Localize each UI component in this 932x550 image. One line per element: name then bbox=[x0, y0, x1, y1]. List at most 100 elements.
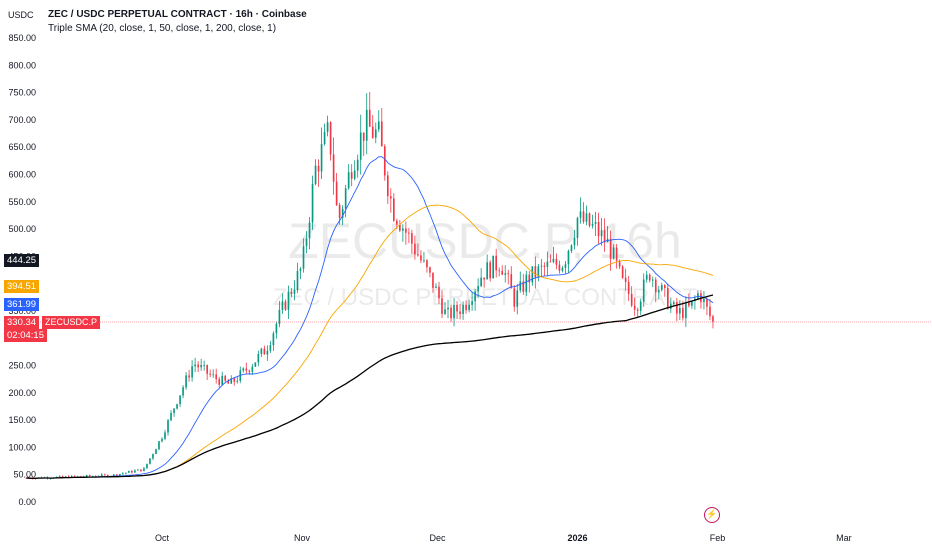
candle-body bbox=[152, 454, 154, 459]
candle-body bbox=[365, 109, 368, 141]
indicator-legend[interactable]: Triple SMA (20, close, 1, 50, close, 1, … bbox=[48, 23, 277, 34]
candle-body bbox=[206, 364, 208, 374]
candle-body bbox=[320, 144, 323, 172]
candle-body bbox=[170, 412, 172, 421]
candle-body bbox=[600, 230, 603, 237]
candle-body bbox=[414, 243, 416, 255]
candle-body bbox=[341, 208, 344, 218]
candle-body bbox=[402, 228, 404, 231]
candle-body bbox=[209, 373, 211, 375]
candle-body bbox=[426, 260, 428, 268]
candle-body bbox=[630, 293, 633, 306]
candle-body bbox=[657, 290, 660, 293]
y-tick-label: 50.00 bbox=[13, 470, 36, 480]
y-tick-label: 600.00 bbox=[8, 169, 36, 179]
candle-body bbox=[344, 188, 347, 209]
candle-body bbox=[423, 260, 425, 262]
candle-body bbox=[534, 266, 537, 278]
candle-body bbox=[359, 132, 362, 160]
candle-body bbox=[356, 159, 359, 171]
candle-body bbox=[522, 281, 525, 292]
candle-body bbox=[76, 476, 79, 477]
candle-body bbox=[435, 286, 437, 288]
candle-body bbox=[477, 286, 479, 292]
candle-body bbox=[396, 220, 398, 225]
candle-body bbox=[468, 304, 470, 311]
last-price-tag: 330.34 bbox=[4, 316, 40, 329]
candle-body bbox=[374, 129, 377, 138]
candle-body bbox=[137, 469, 139, 471]
candle-body bbox=[408, 232, 410, 234]
candle-body bbox=[332, 154, 335, 182]
y-tick-label: 800.00 bbox=[8, 60, 36, 70]
candle-body bbox=[609, 238, 612, 259]
candle-body bbox=[311, 184, 314, 223]
candle-body bbox=[685, 302, 687, 319]
candle-body bbox=[561, 267, 564, 271]
candle-body bbox=[564, 264, 567, 268]
candle-body bbox=[329, 122, 332, 155]
candle-body bbox=[179, 395, 181, 405]
candle-body bbox=[676, 302, 678, 314]
candle-body bbox=[368, 109, 371, 127]
candle-body bbox=[636, 309, 639, 311]
x-tick-label: Mar bbox=[836, 533, 852, 543]
candle-body bbox=[447, 307, 449, 310]
bar-countdown: 02:04:15 bbox=[4, 329, 47, 342]
candle-body bbox=[218, 379, 221, 385]
x-tick-label: 2026 bbox=[567, 533, 587, 543]
candle-body bbox=[492, 255, 495, 279]
candle-body bbox=[453, 304, 455, 319]
candle-body bbox=[429, 267, 431, 273]
candle-body bbox=[281, 301, 284, 310]
candle-body bbox=[106, 474, 109, 477]
candle-body bbox=[161, 438, 163, 442]
candle-body bbox=[691, 300, 693, 306]
candle-body bbox=[594, 221, 597, 224]
y-tick-label: 650.00 bbox=[8, 142, 36, 152]
candle-body bbox=[236, 380, 239, 382]
candle-body bbox=[411, 233, 413, 244]
x-tick-label: Oct bbox=[155, 533, 170, 543]
candle-body bbox=[459, 311, 461, 314]
candle-body bbox=[432, 272, 434, 288]
time-axis[interactable]: Oct Nov Dec 2026 Feb Mar bbox=[155, 533, 852, 543]
candle-body bbox=[543, 265, 546, 267]
candle-body bbox=[486, 262, 488, 280]
sma20-price-tag: 361.99 bbox=[4, 298, 40, 311]
candle-body bbox=[576, 217, 579, 238]
flash-icon[interactable]: ⚡ bbox=[704, 507, 720, 523]
candle-body bbox=[709, 306, 711, 317]
candle-body bbox=[405, 228, 407, 233]
candle-body bbox=[338, 205, 341, 218]
candle-body bbox=[450, 307, 452, 319]
y-tick-label: 200.00 bbox=[8, 388, 36, 398]
candle-body bbox=[570, 245, 573, 251]
candle-body bbox=[119, 473, 121, 476]
candle-body bbox=[588, 213, 591, 226]
candle-body bbox=[125, 472, 127, 474]
candle-body bbox=[260, 348, 263, 354]
candle-body bbox=[143, 468, 145, 472]
candle-body bbox=[128, 471, 130, 473]
candle-body bbox=[113, 474, 115, 476]
chart-title[interactable]: ZEC / USDC PERPETUAL CONTRACT · 16h · Co… bbox=[48, 9, 307, 20]
candle-body bbox=[122, 473, 124, 475]
candle-body bbox=[140, 469, 142, 472]
x-tick-label: Feb bbox=[710, 533, 726, 543]
candle-body bbox=[567, 250, 570, 265]
candle-body bbox=[549, 261, 552, 263]
candle-body bbox=[100, 474, 103, 477]
candle-body bbox=[73, 475, 76, 477]
candle-body bbox=[688, 302, 690, 306]
candle-body bbox=[651, 279, 654, 281]
candle-body bbox=[200, 365, 202, 368]
candle-body bbox=[642, 279, 645, 302]
candle-body bbox=[254, 362, 257, 367]
candle-body bbox=[263, 348, 266, 355]
y-tick-label: 550.00 bbox=[8, 197, 36, 207]
candle-body bbox=[251, 366, 254, 372]
candle-body bbox=[444, 309, 446, 315]
candle-body bbox=[134, 470, 136, 473]
